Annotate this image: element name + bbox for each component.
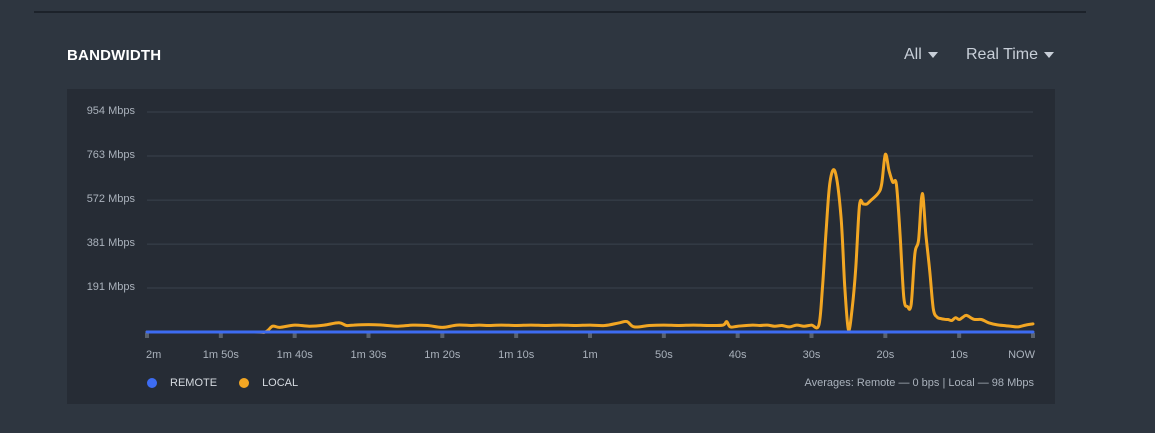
x-tick-label: NOW (1008, 349, 1036, 361)
panel-title: BANDWIDTH (67, 47, 162, 64)
x-tick-mark (440, 333, 445, 338)
time-range-dropdown-label: Real Time (966, 46, 1039, 63)
legend-label-remote: REMOTE (170, 377, 218, 389)
x-tick-label: 1m 20s (424, 349, 461, 361)
filter-dropdown-label: All (904, 46, 922, 63)
x-tick-label: 2m (146, 349, 161, 361)
chart-legend: REMOTE LOCAL (147, 377, 320, 389)
y-tick-label: 191 Mbps (87, 281, 136, 293)
x-tick-mark (1031, 333, 1035, 338)
time-range-dropdown[interactable]: Real Time (966, 46, 1055, 64)
x-tick-label: 1m 40s (277, 349, 314, 361)
x-tick-mark (145, 333, 149, 338)
caret-down-icon (927, 52, 938, 58)
x-tick-label: 1m 50s (203, 349, 240, 361)
top-divider (34, 11, 1086, 13)
x-tick-label: 1m 30s (350, 349, 387, 361)
legend-dot-local (239, 378, 250, 388)
x-tick-label: 1m (582, 349, 597, 361)
y-tick-label: 954 Mbps (87, 105, 136, 117)
x-tick-label: 40s (729, 349, 747, 361)
x-tick-mark (661, 333, 666, 338)
x-tick-label: 30s (803, 349, 821, 361)
x-tick-mark (883, 333, 888, 338)
y-tick-label: 381 Mbps (87, 237, 136, 249)
x-tick-mark (735, 333, 740, 338)
x-tick-mark (514, 333, 519, 338)
x-tick-mark (809, 333, 814, 338)
y-tick-label: 572 Mbps (87, 193, 136, 205)
x-tick-label: 10s (950, 349, 968, 361)
legend-item-local[interactable]: LOCAL (239, 377, 298, 389)
averages-text: Averages: Remote — 0 bps | Local — 98 Mb… (804, 377, 1035, 389)
filter-dropdown[interactable]: All (904, 46, 938, 64)
bandwidth-chart: 191 Mbps 381 Mbps 572 Mbps 763 Mbps 954 Mbps… (87, 105, 1036, 361)
series-line-local (145, 152, 1035, 334)
caret-down-icon (1044, 52, 1055, 58)
x-tick-label: 50s (655, 349, 673, 361)
x-tick-label: 1m 10s (498, 349, 535, 361)
bandwidth-chart-panel: 191 Mbps 381 Mbps 572 Mbps 763 Mbps 954 Mbps… (67, 89, 1055, 404)
y-tick-label: 763 Mbps (87, 149, 136, 161)
legend-item-remote[interactable]: REMOTE (147, 377, 217, 389)
x-tick-label: 20s (876, 349, 894, 361)
x-tick-mark (366, 333, 371, 338)
x-tick-mark (957, 333, 962, 338)
x-tick-mark (218, 333, 223, 338)
legend-label-local: LOCAL (262, 377, 299, 389)
legend-dot-remote (147, 378, 157, 388)
x-tick-mark (292, 333, 297, 338)
x-tick-mark (588, 333, 592, 338)
